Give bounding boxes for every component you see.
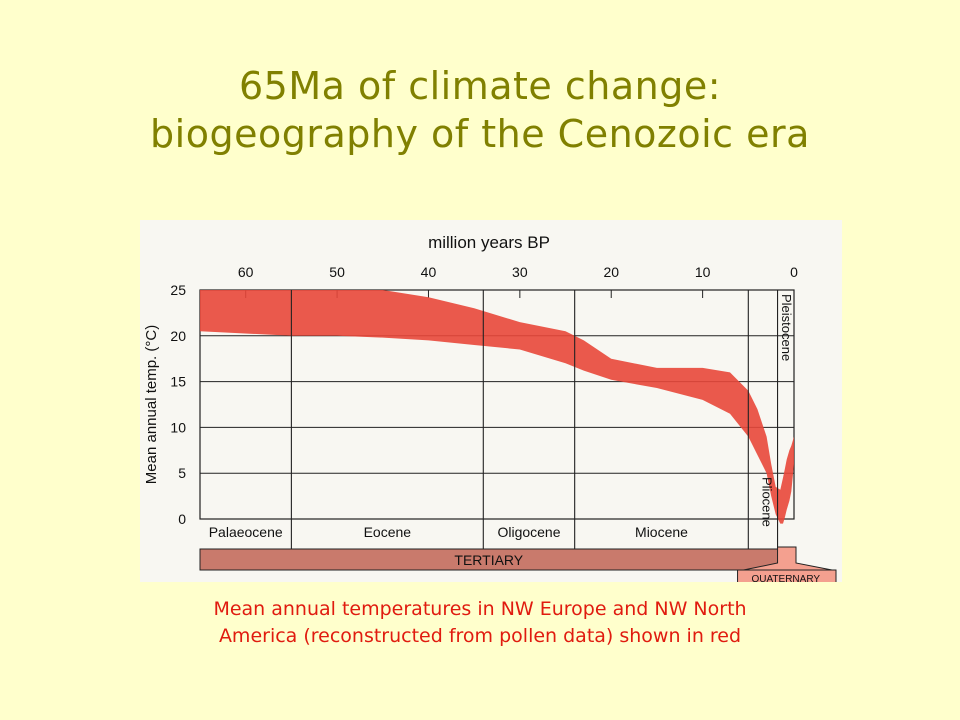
epoch-label-pleistocene: Pleistocene: [779, 294, 794, 361]
x-tick-label: 20: [603, 264, 619, 280]
x-tick-label: 40: [421, 264, 437, 280]
x-tick-label: 60: [238, 264, 254, 280]
x-tick-label: 30: [512, 264, 528, 280]
y-tick-label: 10: [170, 419, 186, 435]
temperature-band: [200, 290, 794, 524]
y-tick-label: 15: [170, 374, 186, 390]
caption-line-1: Mean annual temperatures in NW Europe an…: [213, 598, 747, 620]
y-tick-label: 20: [170, 328, 186, 344]
slide-caption: Mean annual temperatures in NW Europe an…: [0, 596, 960, 650]
epoch-label: Eocene: [364, 524, 412, 540]
epoch-label: Oligocene: [497, 524, 560, 540]
caption-line-2: America (reconstructed from pollen data)…: [218, 625, 742, 647]
epoch-label-pliocene: Pliocene: [760, 477, 775, 527]
title-line-1: 65Ma of climate change:: [238, 64, 722, 108]
period-bar-quaternary: [737, 569, 837, 582]
x-axis-label: million years BP: [428, 233, 550, 252]
period-label-tertiary: TERTIARY: [454, 552, 523, 568]
y-axis-label: Mean annual temp. (°C): [143, 325, 160, 484]
period-label-quaternary: QUATERNARY: [752, 574, 821, 582]
x-tick-label: 50: [329, 264, 345, 280]
x-tick-label: 10: [695, 264, 711, 280]
x-tick-label: 0: [790, 264, 798, 280]
y-tick-label: 25: [170, 282, 186, 298]
y-tick-label: 0: [178, 511, 186, 527]
y-tick-label: 5: [178, 465, 186, 481]
slide-title: 65Ma of climate change: biogeography of …: [0, 62, 960, 158]
title-line-2: biogeography of the Cenozoic era: [150, 112, 810, 156]
temperature-chart: 25 20 15 10 5 0 60 50 40 30 20 10 0 million years BP M…: [140, 220, 842, 582]
epoch-label: Miocene: [635, 524, 688, 540]
epoch-label: Palaeocene: [209, 524, 283, 540]
